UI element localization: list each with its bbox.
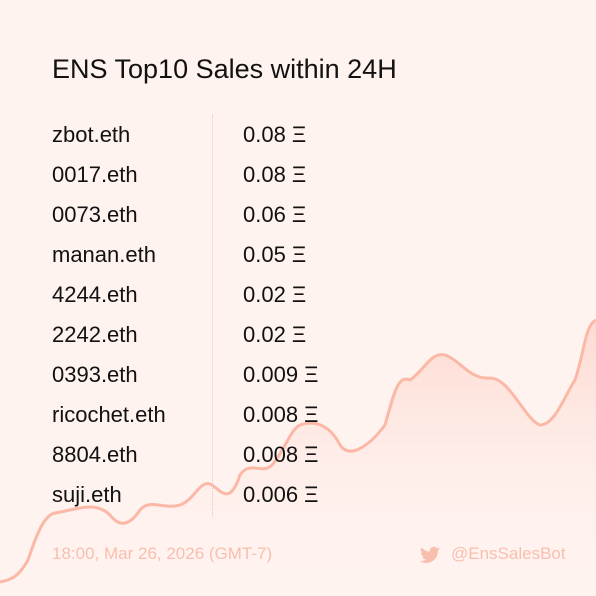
title: ENS Top10 Sales within 24H [52,54,397,84]
sale-row: ricochet.eth 0.008 Ξ [52,402,452,442]
sale-price: 0.009 Ξ [243,362,319,387]
timestamp: 18:00, Mar 26, 2026 (GMT-7) [52,544,273,563]
divider [212,115,213,517]
sale-name: manan.eth [52,242,156,267]
sale-name: 2242.eth [52,322,138,347]
sale-price: 0.08 Ξ [243,162,307,187]
sale-name: zbot.eth [52,122,131,147]
sale-row: zbot.eth 0.08 Ξ [52,122,452,162]
sale-price: 0.008 Ξ [243,442,319,467]
sale-price: 0.02 Ξ [243,322,307,347]
handle: @EnsSalesBot [451,544,566,563]
sale-row: 0393.eth 0.009 Ξ [52,362,452,402]
sale-name: suji.eth [52,482,122,507]
sale-price: 0.08 Ξ [243,122,307,147]
sale-name: 0017.eth [52,162,138,187]
sale-name: 0073.eth [52,202,138,227]
sale-row: 4244.eth 0.02 Ξ [52,282,452,322]
sale-row: manan.eth 0.05 Ξ [52,242,452,282]
sale-price: 0.008 Ξ [243,402,319,427]
sale-name: ricochet.eth [52,402,166,427]
sale-row: suji.eth 0.006 Ξ [52,482,452,522]
sale-name: 4244.eth [52,282,138,307]
sale-price: 0.006 Ξ [243,482,319,507]
sale-name: 0393.eth [52,362,138,387]
sale-name: 8804.eth [52,442,138,467]
sale-price: 0.02 Ξ [243,282,307,307]
sale-row: 0073.eth 0.06 Ξ [52,202,452,242]
sale-row: 0017.eth 0.08 Ξ [52,162,452,202]
twitter-icon [420,546,440,563]
sale-price: 0.05 Ξ [243,242,307,267]
sale-row: 2242.eth 0.02 Ξ [52,322,452,362]
sale-price: 0.06 Ξ [243,202,307,227]
sale-row: 8804.eth 0.008 Ξ [52,442,452,482]
